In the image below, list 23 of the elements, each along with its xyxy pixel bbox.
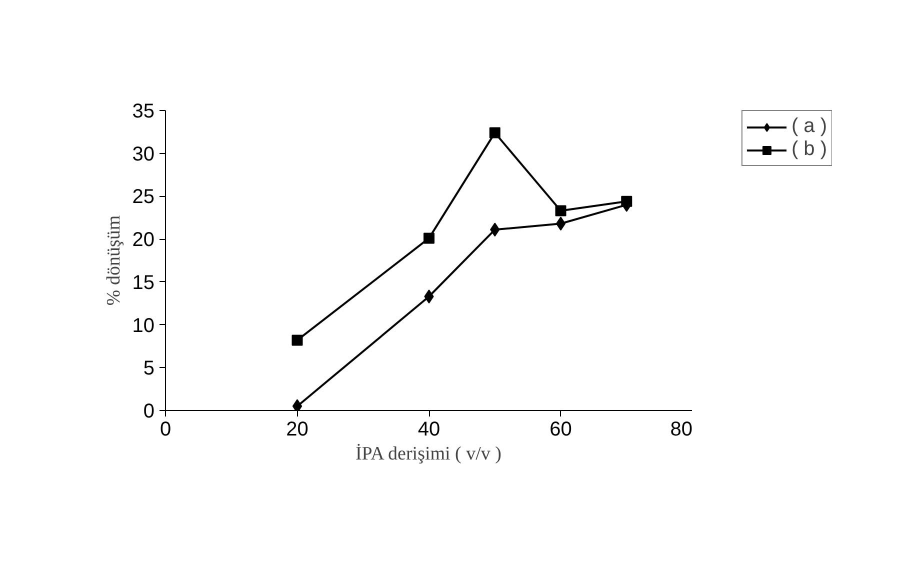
x-tick-label: 0 (160, 418, 172, 440)
y-tick-label: 15 (132, 272, 155, 294)
point (489, 127, 500, 138)
x-tick-label: 40 (418, 418, 440, 440)
y-tick-label: 35 (132, 100, 155, 122)
point (292, 334, 303, 346)
y-tick-label: 0 (143, 400, 154, 422)
point (424, 232, 434, 244)
point (424, 290, 434, 304)
y-tick-label: 30 (132, 143, 155, 166)
x-tick-label: 80 (670, 418, 693, 440)
y-tick-label: 10 (132, 314, 155, 337)
legend-label: ( b ) (791, 138, 827, 161)
y-tick-label: 20 (132, 229, 155, 252)
y-tick-label: 25 (132, 186, 155, 208)
point (555, 205, 566, 216)
x-tick-label: 60 (550, 418, 572, 440)
x-tick-label: 20 (286, 418, 308, 440)
x-axis-title: İPA derişimi ( v/v ) (355, 444, 502, 464)
y-tick-label: 5 (143, 358, 154, 380)
point (556, 216, 566, 231)
legend-label: ( a ) (791, 115, 827, 138)
y-axis-title: % dönüşüm (103, 215, 124, 306)
